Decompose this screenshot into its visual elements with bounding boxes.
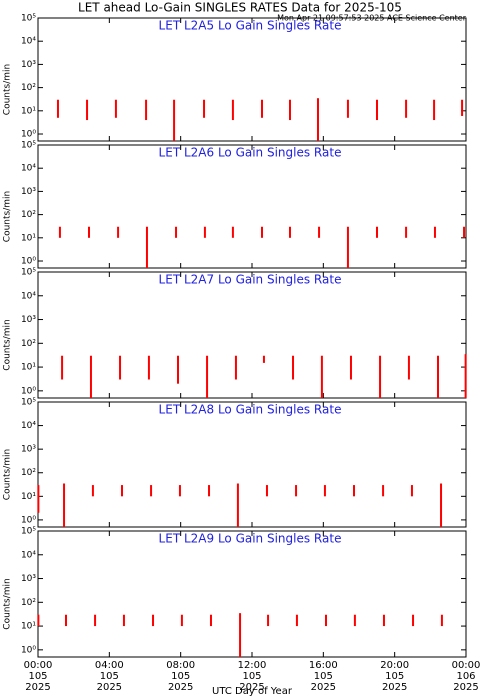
y-axis-label: Counts/min xyxy=(3,319,13,370)
y-tick-label: 10⁴ xyxy=(21,550,36,560)
y-tick-label: 10⁵ xyxy=(21,268,36,278)
x-tick-year: 2025 xyxy=(382,682,407,693)
y-tick-label: 10³ xyxy=(21,445,36,455)
y-tick-label: 10⁴ xyxy=(21,291,36,301)
x-tick-year: 2025 xyxy=(97,682,122,693)
y-tick-label: 10⁴ xyxy=(21,421,36,431)
y-tick-label: 10³ xyxy=(21,574,36,584)
panel-title: LET L2A8 Lo Gain Singles Rate xyxy=(159,403,342,417)
y-tick-label: 10⁴ xyxy=(21,37,36,47)
y-axis-label: Counts/min xyxy=(3,578,13,629)
y-tick-label: 10² xyxy=(21,83,36,93)
x-tick-year: 2025 xyxy=(453,682,478,693)
y-tick-label: 10⁰ xyxy=(21,130,36,140)
y-tick-label: 10¹ xyxy=(21,106,36,116)
x-tick-year: 2025 xyxy=(311,682,336,693)
x-tick-label: 04:00 xyxy=(95,660,124,671)
x-tick-year: 2025 xyxy=(168,682,193,693)
x-tick-year: 2025 xyxy=(239,682,264,693)
y-tick-label: 10⁵ xyxy=(21,14,36,24)
y-tick-label: 10² xyxy=(21,598,36,608)
y-tick-label: 10¹ xyxy=(21,492,36,502)
y-tick-label: 10² xyxy=(21,210,36,220)
x-tick-day: 105 xyxy=(242,671,261,682)
y-tick-label: 10⁰ xyxy=(21,257,36,267)
y-axis-label: Counts/min xyxy=(3,449,13,500)
y-tick-label: 10⁵ xyxy=(21,141,36,151)
x-tick-label: 00:00 xyxy=(452,660,481,671)
chart-title: LET ahead Lo-Gain SINGLES RATES Data for… xyxy=(78,1,402,15)
y-tick-label: 10⁴ xyxy=(21,164,36,174)
x-tick-label: 20:00 xyxy=(380,660,409,671)
y-tick-label: 10¹ xyxy=(21,363,36,373)
y-axis-label: Counts/min xyxy=(3,64,13,115)
y-tick-label: 10⁰ xyxy=(21,645,36,655)
x-axis-label: UTC Day of Year xyxy=(212,686,293,697)
y-tick-label: 10² xyxy=(21,468,36,478)
x-tick-day: 105 xyxy=(171,671,190,682)
y-tick-label: 10³ xyxy=(21,315,36,325)
x-tick-year: 2025 xyxy=(25,682,50,693)
x-tick-day: 105 xyxy=(100,671,119,682)
x-tick-day: 106 xyxy=(456,671,475,682)
y-tick-label: 10² xyxy=(21,339,36,349)
y-tick-label: 10⁰ xyxy=(21,515,36,525)
x-tick-label: 00:00 xyxy=(24,660,53,671)
y-tick-label: 10³ xyxy=(21,60,36,70)
panel-title: LET L2A7 Lo Gain Singles Rate xyxy=(159,273,342,287)
x-tick-day: 105 xyxy=(385,671,404,682)
x-tick-label: 08:00 xyxy=(166,660,195,671)
y-tick-label: 10³ xyxy=(21,187,36,197)
x-tick-label: 16:00 xyxy=(309,660,338,671)
panel-title: LET L2A5 Lo Gain Singles Rate xyxy=(159,19,342,33)
y-tick-label: 10⁰ xyxy=(21,386,36,396)
y-tick-label: 10⁵ xyxy=(21,398,36,408)
y-axis-label: Counts/min xyxy=(3,191,13,242)
x-tick-day: 105 xyxy=(28,671,47,682)
x-tick-label: 12:00 xyxy=(238,660,267,671)
panel-title: LET L2A6 Lo Gain Singles Rate xyxy=(159,146,342,160)
y-tick-label: 10¹ xyxy=(21,622,36,632)
y-tick-label: 10¹ xyxy=(21,233,36,243)
panel-title: LET L2A9 Lo Gain Singles Rate xyxy=(159,532,342,546)
x-tick-day: 105 xyxy=(314,671,333,682)
y-tick-label: 10⁵ xyxy=(21,527,36,537)
